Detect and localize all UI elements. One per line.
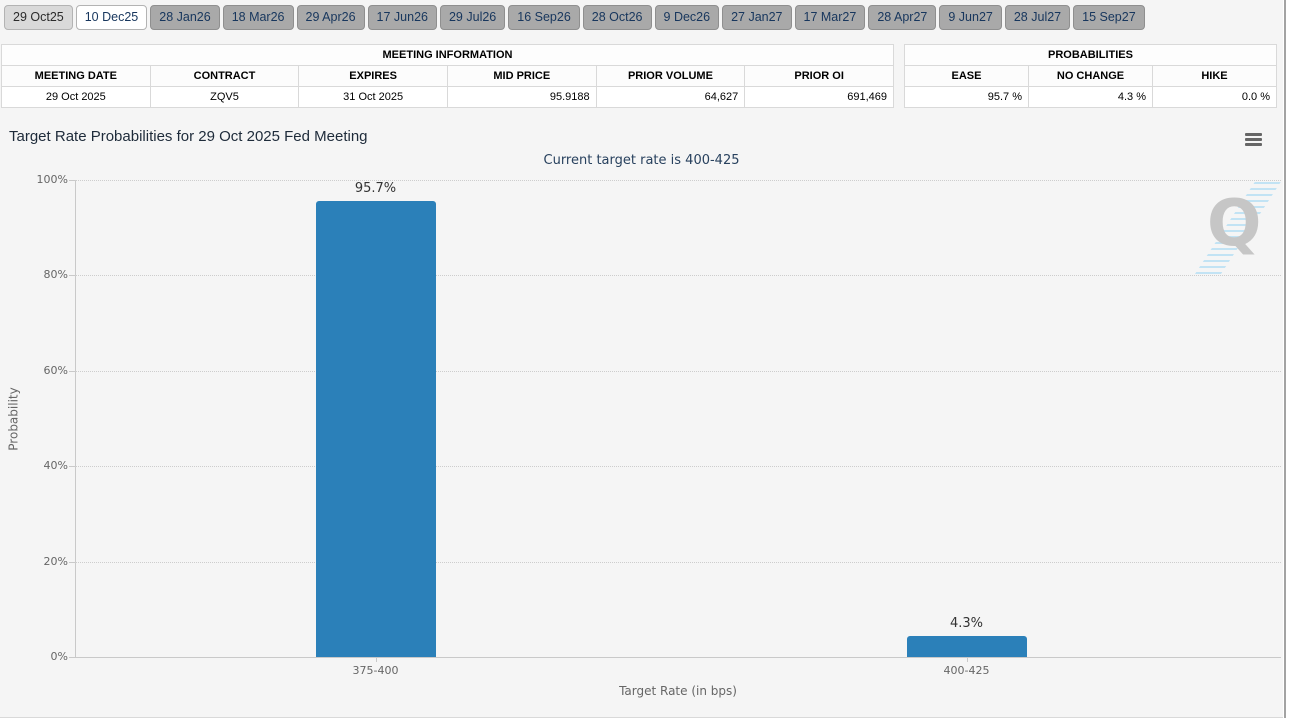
tab-29-oct25[interactable]: 29 Oct25 (4, 5, 73, 30)
tab-18-mar26[interactable]: 18 Mar26 (222, 5, 294, 30)
tab-15-sep27[interactable]: 15 Sep27 (1073, 5, 1145, 30)
gridline-60 (75, 370, 1281, 372)
tab-29-jul26[interactable]: 29 Jul26 (439, 5, 506, 30)
probabilities-table: PROBABILITIES EASE NO CHANGE HIKE 95.7 % 4.… (904, 44, 1277, 108)
hamburger-bar (1245, 143, 1262, 146)
meeting-date-tabbar: 29 Oct25 10 Dec25 28 Jan26 18 Mar26 29 Apr26… (0, 0, 1283, 40)
y-tick-0 (69, 657, 75, 658)
meeting-value-mid-price: 95.9188 (446, 86, 597, 108)
hamburger-bar (1245, 133, 1262, 136)
meeting-header-prior-volume: PRIOR VOLUME (595, 65, 746, 87)
tab-16-sep26[interactable]: 16 Sep26 (508, 5, 580, 30)
meeting-header-mid-price: MID PRICE (446, 65, 597, 87)
y-axis-label: 20% (43, 554, 68, 568)
summary-tables: MEETING INFORMATION MEETING DATE CONTRACT… (0, 40, 1283, 122)
gridline-100 (75, 180, 1281, 181)
tab-9-dec26[interactable]: 9 Dec26 (654, 5, 720, 30)
prob-header-hike: HIKE (1152, 65, 1277, 87)
meeting-value-meeting-date: 29 Oct 2025 (1, 86, 151, 108)
chart-title: Target Rate Probabilities for 29 Oct 202… (9, 128, 368, 145)
y-tick-100 (69, 180, 75, 181)
gridline-20 (75, 561, 1281, 563)
chart-menu-icon[interactable] (1245, 133, 1262, 146)
chart-subtitle: Current target rate is 400-425 (543, 153, 740, 168)
y-axis-label: 100% (36, 173, 68, 186)
table-row: 29 Oct 2025 ZQV5 31 Oct 2025 95.9188 64,627 6… (1, 86, 894, 108)
x-tick-400-425 (966, 657, 968, 662)
quikstrike-watermark: Q (1185, 180, 1285, 280)
hamburger-bar (1245, 138, 1262, 141)
tab-28-apr27[interactable]: 28 Apr27 (868, 5, 937, 30)
gridline-80 (75, 275, 1281, 277)
x-axis-line (75, 657, 1281, 658)
meeting-information-table: MEETING INFORMATION MEETING DATE CONTRACT… (1, 44, 894, 108)
tab-10-dec25[interactable]: 10 Dec25 (75, 5, 148, 30)
meeting-header-contract: CONTRACT (149, 65, 300, 87)
meeting-header-meeting-date: MEETING DATE (1, 65, 151, 87)
probability-chart: Target Rate Probabilities for 29 Oct 202… (0, 122, 1283, 717)
y-tick-40 (69, 466, 75, 468)
bar-400-425[interactable] (906, 636, 1027, 657)
tab-27-jan27[interactable]: 27 Jan27 (722, 5, 792, 30)
x-axis-title: Target Rate (in bps) (619, 684, 737, 698)
prob-header-ease: EASE (904, 65, 1029, 87)
bar-value-label: 95.7% (354, 180, 397, 196)
prob-header-no-change: NO CHANGE (1028, 65, 1153, 87)
tab-9-jun27[interactable]: 9 Jun27 (939, 5, 1002, 30)
y-axis-title: Probability (6, 387, 21, 451)
right-edge-divider (1284, 0, 1286, 718)
gridline-40 (75, 466, 1281, 468)
meeting-value-prior-oi: 691,469 (744, 86, 894, 108)
table-row: 95.7 % 4.3 % 0.0 % (904, 86, 1277, 108)
probabilities-title: PROBABILITIES (904, 44, 1277, 66)
meeting-info-title: MEETING INFORMATION (1, 44, 894, 66)
meeting-header-expires: EXPIRES (298, 65, 448, 87)
x-axis-category-label: 375-400 (352, 664, 399, 677)
meeting-value-prior-volume: 64,627 (595, 86, 746, 108)
prob-value-ease: 95.7 % (904, 86, 1029, 108)
y-tick-80 (69, 275, 75, 277)
y-axis-label: 60% (43, 363, 68, 377)
y-axis-label: 0% (50, 650, 68, 663)
meeting-header-prior-oi: PRIOR OI (744, 65, 894, 87)
quikstrike-q-logo: Q (1207, 187, 1262, 261)
meeting-value-contract: ZQV5 (149, 86, 300, 108)
y-axis-label: 80% (43, 268, 68, 282)
x-tick-375-400 (375, 657, 377, 662)
prob-value-no-change: 4.3 % (1028, 86, 1153, 108)
y-axis-label: 40% (43, 459, 68, 473)
y-axis-line (75, 180, 76, 657)
tab-17-jun26[interactable]: 17 Jun26 (367, 5, 437, 30)
meeting-value-expires: 31 Oct 2025 (298, 86, 448, 108)
prob-value-hike: 0.0 % (1152, 86, 1277, 108)
y-tick-20 (69, 561, 75, 563)
bar-value-label: 4.3% (949, 616, 984, 632)
tab-17-mar27[interactable]: 17 Mar27 (794, 5, 866, 30)
tab-28-jul27[interactable]: 28 Jul27 (1004, 5, 1071, 30)
tab-29-apr26[interactable]: 29 Apr26 (296, 5, 365, 30)
tab-28-jan26[interactable]: 28 Jan26 (150, 5, 220, 30)
x-axis-category-label: 400-425 (943, 664, 990, 677)
tab-28-oct26[interactable]: 28 Oct26 (582, 5, 652, 30)
bar-375-400[interactable] (315, 200, 436, 657)
y-tick-60 (69, 370, 75, 372)
